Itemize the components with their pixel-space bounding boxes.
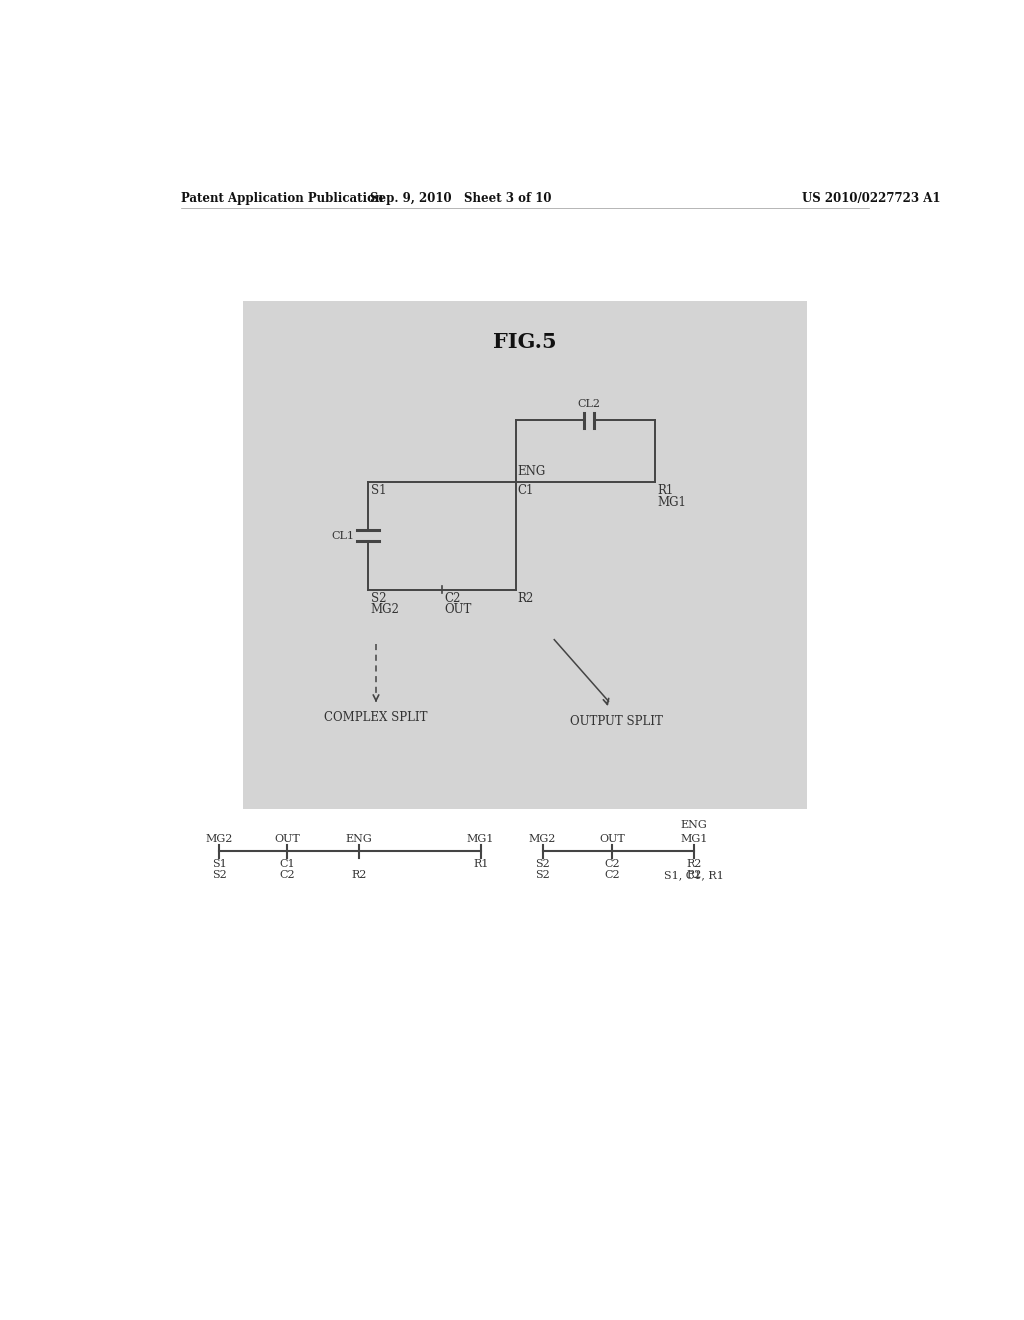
Text: C2: C2: [604, 870, 621, 880]
Text: S1: S1: [212, 859, 227, 869]
Text: Patent Application Publication: Patent Application Publication: [180, 191, 383, 205]
Text: R2: R2: [518, 591, 535, 605]
Text: MG2: MG2: [371, 603, 399, 616]
Text: C1: C1: [280, 859, 295, 869]
Text: CL1: CL1: [332, 531, 354, 541]
Text: Sep. 9, 2010   Sheet 3 of 10: Sep. 9, 2010 Sheet 3 of 10: [371, 191, 552, 205]
Text: MG2: MG2: [529, 834, 556, 843]
Text: R2: R2: [351, 870, 367, 880]
Text: S2: S2: [212, 870, 227, 880]
Text: S2: S2: [371, 591, 386, 605]
Text: ENG: ENG: [518, 465, 546, 478]
Text: S2: S2: [536, 870, 550, 880]
Text: OUT: OUT: [444, 603, 472, 616]
Text: R1: R1: [657, 484, 674, 498]
Text: OUT: OUT: [599, 834, 626, 843]
Text: ENG: ENG: [680, 820, 708, 830]
Text: R2: R2: [686, 859, 701, 869]
Bar: [243, 301, 807, 809]
Text: C2: C2: [280, 870, 295, 880]
Text: FIG.5: FIG.5: [493, 331, 557, 351]
Text: MG1: MG1: [467, 834, 495, 843]
Text: S2: S2: [536, 859, 550, 869]
Text: ENG: ENG: [345, 834, 373, 843]
Text: CL2: CL2: [578, 399, 601, 409]
Text: S1: S1: [371, 484, 386, 498]
Text: OUTPUT SPLIT: OUTPUT SPLIT: [569, 715, 663, 729]
Text: COMPLEX SPLIT: COMPLEX SPLIT: [325, 711, 428, 725]
Text: MG1: MG1: [680, 834, 708, 843]
Text: C1: C1: [518, 484, 535, 498]
Text: C2: C2: [444, 591, 461, 605]
Text: S1, C1, R1: S1, C1, R1: [664, 870, 724, 880]
Text: OUT: OUT: [274, 834, 300, 843]
Text: MG1: MG1: [657, 496, 686, 508]
Text: R1: R1: [473, 859, 488, 869]
Text: US 2010/0227723 A1: US 2010/0227723 A1: [802, 191, 941, 205]
Text: R2: R2: [686, 870, 701, 880]
Text: C2: C2: [604, 859, 621, 869]
Text: MG2: MG2: [206, 834, 233, 843]
